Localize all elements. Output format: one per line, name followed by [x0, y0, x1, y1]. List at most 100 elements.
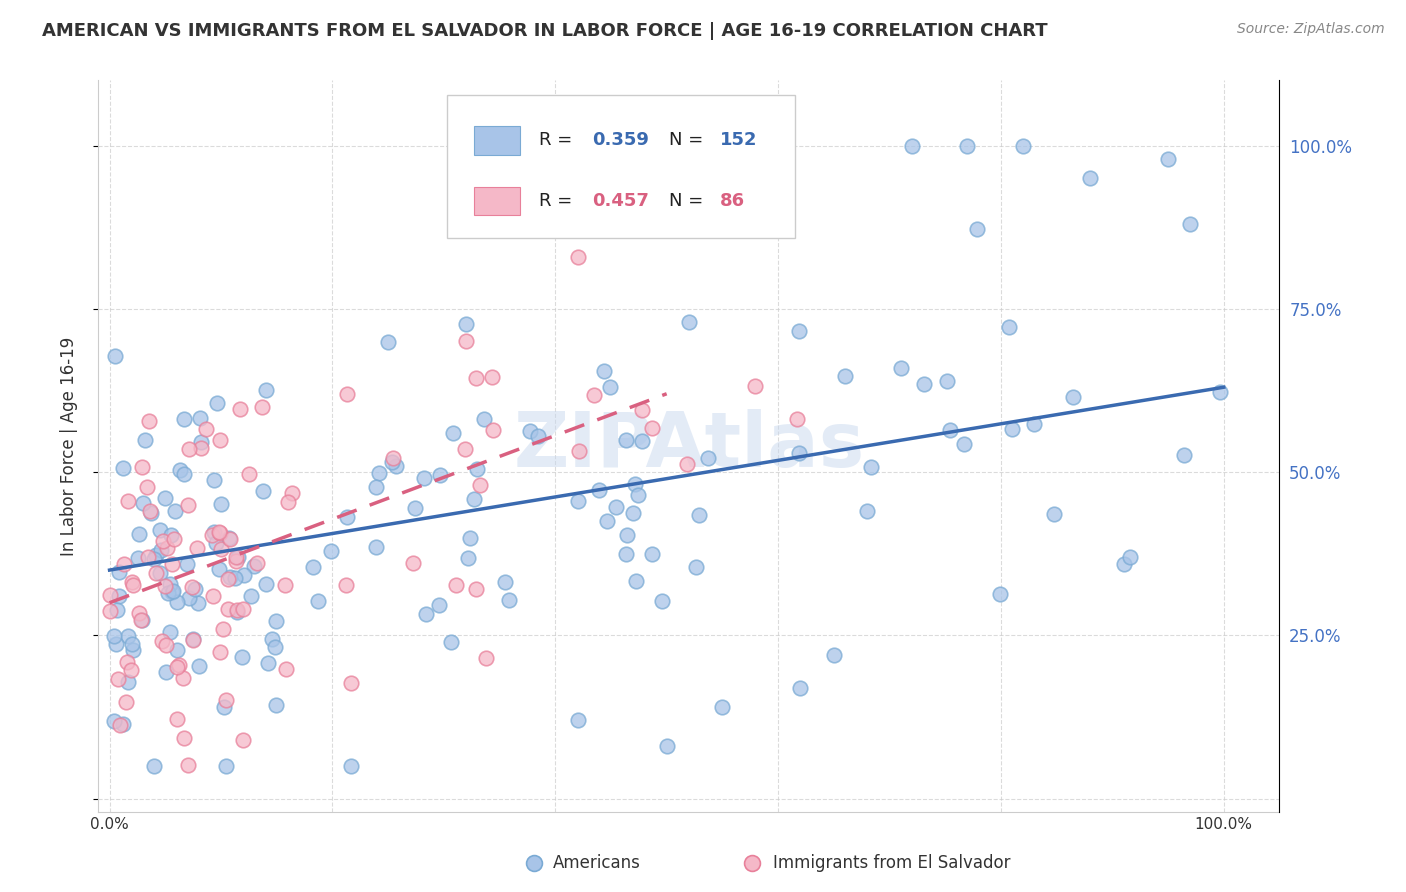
Point	[340, 759, 363, 773]
Point	[108, 565, 131, 579]
Point	[132, 496, 155, 510]
Text: N =: N =	[669, 131, 709, 149]
Point	[111, 717, 134, 731]
Point	[231, 650, 253, 665]
Point	[246, 556, 269, 570]
Point	[626, 574, 648, 588]
Text: ZIPAtlas: ZIPAtlas	[513, 409, 865, 483]
Point	[264, 640, 287, 655]
Point	[177, 591, 200, 605]
Point	[494, 575, 516, 590]
Point	[169, 463, 191, 477]
Point	[429, 468, 451, 483]
Point	[184, 582, 207, 596]
Point	[181, 632, 204, 646]
Point	[262, 632, 284, 647]
Point	[129, 613, 152, 627]
Point	[401, 556, 423, 570]
Point	[454, 334, 477, 349]
Point	[335, 578, 357, 592]
Point	[127, 551, 149, 566]
Point	[160, 584, 183, 599]
Point	[226, 603, 249, 617]
Point	[181, 632, 204, 647]
Point	[188, 411, 211, 425]
Point	[966, 221, 988, 235]
Point	[468, 478, 491, 492]
Point	[519, 424, 541, 438]
Point	[172, 671, 194, 685]
Point	[131, 459, 153, 474]
Point	[567, 494, 589, 508]
Point	[160, 558, 183, 572]
Point	[111, 461, 134, 475]
Point	[120, 663, 142, 677]
Point	[114, 695, 136, 709]
Point	[177, 498, 200, 512]
Point	[988, 587, 1011, 601]
Point	[142, 759, 165, 773]
Point	[98, 588, 121, 602]
Point	[141, 506, 163, 520]
Point	[208, 525, 231, 540]
Point	[105, 603, 128, 617]
Point	[108, 717, 131, 731]
Point	[823, 648, 845, 662]
Point	[465, 462, 488, 476]
Point	[228, 549, 250, 564]
Point	[616, 433, 638, 447]
Point	[593, 364, 616, 378]
Point	[252, 483, 274, 498]
FancyBboxPatch shape	[474, 186, 520, 215]
Point	[219, 532, 242, 546]
Text: AMERICAN VS IMMIGRANTS FROM EL SALVADOR IN LABOR FORCE | AGE 16-19 CORRELATION C: AMERICAN VS IMMIGRANTS FROM EL SALVADOR …	[42, 22, 1047, 40]
Point	[274, 578, 297, 592]
Point	[250, 400, 273, 414]
Point	[786, 412, 808, 426]
Point	[567, 443, 589, 458]
Point	[122, 642, 145, 657]
FancyBboxPatch shape	[474, 126, 520, 154]
Point	[188, 659, 211, 673]
Point	[367, 466, 389, 480]
Point	[711, 700, 734, 714]
Point	[215, 759, 238, 773]
Point	[599, 380, 621, 394]
Point	[173, 731, 195, 745]
Point	[685, 560, 707, 574]
Point	[641, 421, 664, 435]
Point	[212, 700, 235, 714]
Point	[427, 598, 450, 612]
Point	[277, 495, 299, 509]
Point	[482, 423, 505, 437]
Point	[415, 607, 437, 621]
Point	[900, 138, 922, 153]
Point	[688, 508, 710, 523]
Point	[890, 360, 912, 375]
Point	[238, 467, 260, 482]
Point	[150, 634, 173, 648]
Point	[162, 583, 184, 598]
Point	[149, 542, 172, 557]
Point	[159, 576, 181, 591]
Point	[215, 693, 238, 707]
Point	[187, 596, 209, 610]
Point	[621, 507, 644, 521]
Point	[202, 473, 225, 487]
Point	[481, 370, 503, 384]
Point	[163, 504, 186, 518]
Point	[148, 523, 170, 537]
Point	[136, 479, 159, 493]
Point	[744, 378, 766, 392]
Point	[209, 542, 232, 557]
Point	[202, 524, 225, 539]
Point	[145, 566, 167, 580]
Point	[225, 549, 247, 564]
Point	[143, 551, 166, 566]
Point	[209, 496, 232, 510]
Point	[1042, 507, 1064, 521]
Text: 0.359: 0.359	[592, 131, 650, 149]
Point	[254, 383, 277, 397]
Point	[336, 510, 359, 524]
Point	[1012, 138, 1035, 153]
